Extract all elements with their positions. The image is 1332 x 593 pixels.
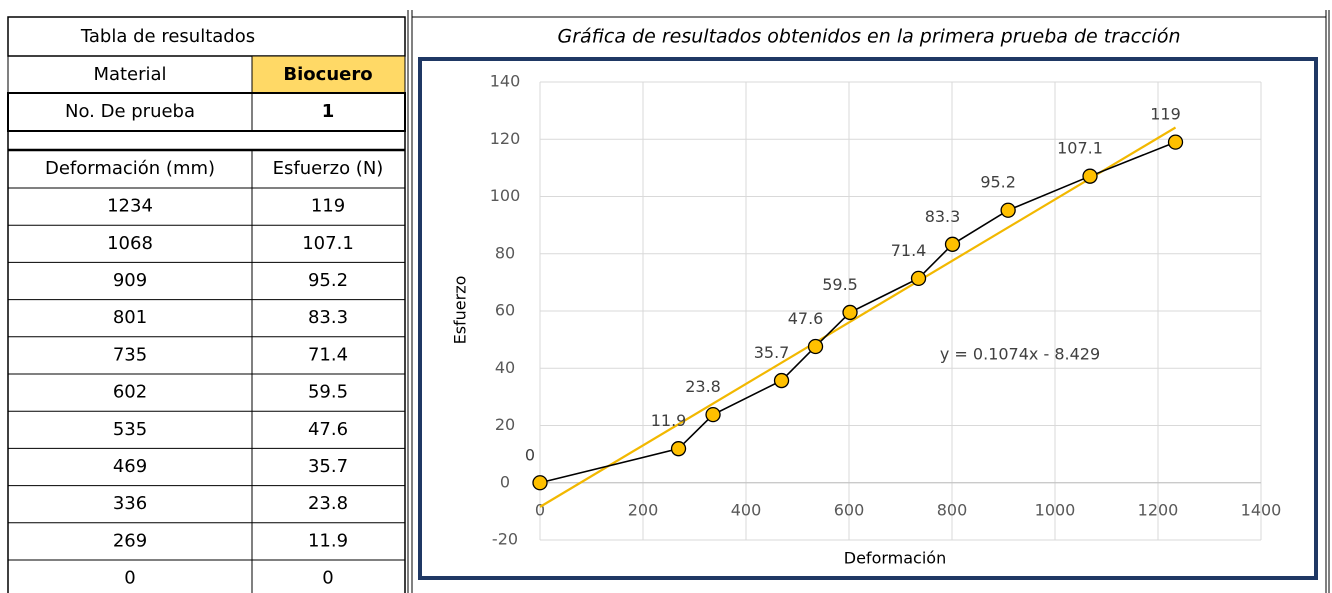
y-tick-label: 60 [495, 301, 515, 320]
cell: 83.3 [308, 307, 348, 328]
x-tick-label: 800 [937, 500, 968, 519]
column-header: Esfuerzo (N) [273, 158, 384, 179]
y-tick-label: 40 [495, 358, 515, 377]
data-label: 35.7 [754, 343, 790, 362]
data-point [1000, 202, 1016, 218]
table-title: Tabla de resultados [80, 26, 255, 47]
data-label: 71.4 [891, 241, 927, 260]
table-body: 1234 119 1068 107.1 909 95.2 801 83.3 735 71.4 602… [8, 187, 405, 589]
cell: 59.5 [308, 382, 348, 403]
cell: 23.8 [308, 493, 348, 514]
test-label: No. De prueba [65, 101, 195, 122]
cell: 95.2 [308, 270, 348, 291]
cell: 469 [113, 456, 147, 477]
y-tick-label: -20 [492, 530, 518, 549]
data-label: 95.2 [980, 173, 1016, 192]
cell: 1068 [107, 233, 153, 254]
x-tick-label: 1000 [1035, 500, 1076, 519]
cell: 47.6 [308, 419, 348, 440]
y-tick-label: 140 [490, 72, 521, 91]
y-tick-label: 120 [490, 129, 521, 148]
data-label: 23.8 [685, 377, 721, 396]
data-point [910, 270, 927, 287]
test-value: 1 [322, 101, 335, 122]
y-tick-label: 20 [495, 415, 515, 434]
data-label: 119 [1150, 105, 1181, 124]
chart-area [418, 57, 1318, 580]
data-point [1082, 168, 1098, 184]
y-axis-title: Esfuerzo [451, 276, 470, 345]
y-tick-label: 0 [500, 472, 510, 491]
column-header: Deformación (mm) [45, 158, 215, 179]
x-tick-label: 200 [628, 500, 659, 519]
cell: 602 [113, 382, 147, 403]
data-point [1167, 134, 1184, 150]
cell: 0 [124, 568, 135, 589]
material-value: Biocuero [283, 64, 372, 85]
cell: 336 [113, 493, 147, 514]
cell: 801 [113, 307, 147, 328]
x-tick-label: 1400 [1241, 500, 1282, 519]
cell: 119 [311, 196, 345, 217]
x-axis-title: Deformación [844, 549, 946, 568]
data-point [532, 475, 548, 491]
y-tick-label: 80 [495, 243, 515, 262]
data-label: 107.1 [1057, 139, 1103, 158]
table-frame [7, 10, 1330, 593]
x-tick-label: 0 [535, 500, 545, 519]
data-label: 83.3 [925, 207, 961, 226]
data-point [705, 406, 721, 423]
data-label: 0 [525, 445, 535, 464]
data-label: 11.9 [651, 411, 687, 430]
data-point [807, 338, 824, 355]
y-tick-label: 100 [490, 186, 521, 205]
x-tick-label: 600 [834, 500, 865, 519]
trendline-equation: y = 0.1074x - 8.429 [940, 345, 1100, 364]
cell: 107.1 [302, 233, 354, 254]
data-point [944, 236, 961, 252]
cell: 11.9 [308, 530, 348, 551]
data-point [842, 304, 858, 321]
cell: 0 [322, 568, 333, 589]
x-tick-label: 1200 [1138, 500, 1179, 519]
cell: 909 [113, 270, 147, 291]
cell: 535 [113, 419, 147, 440]
cell: 35.7 [308, 456, 348, 477]
cell: 269 [113, 530, 147, 551]
x-tick-label: 400 [731, 500, 762, 519]
data-label: 47.6 [788, 309, 824, 328]
data-point [773, 372, 790, 389]
data-label: 59.5 [822, 275, 858, 294]
cell: 71.4 [308, 344, 348, 365]
chart-title: Gráfica de resultados obtenidos en la pr… [557, 26, 1180, 48]
cell: 1234 [107, 196, 153, 217]
data-point [670, 441, 687, 457]
trendline [539, 126, 1177, 508]
material-label: Material [93, 64, 166, 85]
cell: 735 [113, 344, 147, 365]
